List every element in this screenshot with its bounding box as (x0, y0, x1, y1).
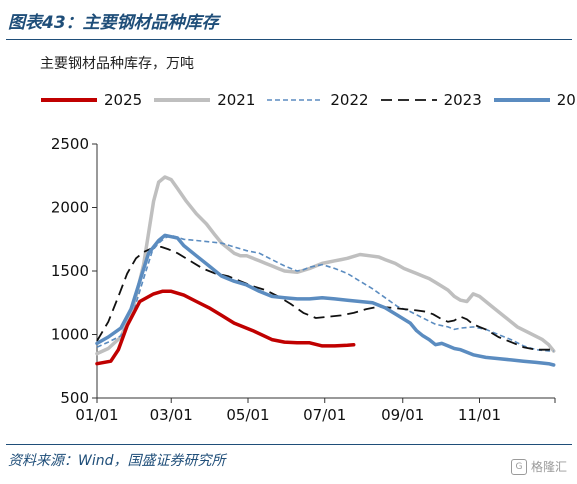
y-tick-label: 1000 (51, 326, 89, 344)
legend-swatch-2021 (154, 98, 211, 102)
figure-title: 图表43：主要钢材品种库存 (8, 13, 219, 33)
x-tick-label: 03/01 (150, 406, 193, 424)
legend-item-2023: 2023 (380, 91, 482, 109)
title-divider (6, 39, 572, 40)
legend-label-2023: 2023 (443, 91, 482, 109)
source-note: 资料来源：Wind，国盛证券研究所 (8, 453, 226, 469)
x-tick-label: 05/01 (226, 406, 269, 424)
series-line-2023 (96, 245, 554, 351)
watermark-logo-icon: G (510, 458, 527, 475)
series-line-2021 (95, 175, 556, 356)
legend-swatch-2022 (267, 99, 324, 101)
legend-swatch-2023 (380, 99, 437, 101)
chart-subtitle: 主要钢材品种库存，万吨 (40, 56, 194, 72)
x-tick-label: 07/01 (303, 406, 346, 424)
series-layer (95, 175, 556, 367)
chart-legend: 2025 2021 2022 2023 2024 (40, 90, 577, 110)
series-line-2022 (96, 234, 554, 352)
source-divider (6, 444, 572, 445)
legend-item-2021: 2021 (153, 91, 255, 109)
legend-item-2025: 2025 (40, 91, 142, 109)
legend-item-2024: 2024 (493, 91, 577, 109)
series-line-2025 (95, 289, 356, 366)
legend-item-2022: 2022 (266, 91, 369, 109)
watermark-text: 格隆汇 (530, 460, 567, 474)
y-tick-label: 2000 (51, 199, 89, 217)
legend-label-2022: 2022 (330, 91, 369, 109)
legend-label-2021: 2021 (217, 91, 256, 109)
x-tick-label: 01/01 (75, 406, 118, 424)
y-tick-label: 500 (60, 389, 89, 407)
legend-swatch-2025 (41, 98, 97, 102)
x-tick-label: 11/01 (458, 406, 501, 424)
y-tick-label: 2500 (51, 135, 89, 153)
legend-label-2025: 2025 (104, 91, 143, 109)
legend-label-2024: 2024 (556, 91, 577, 109)
watermark: G 格隆汇 (510, 458, 567, 475)
x-tick-label: 09/01 (381, 406, 424, 424)
legend-swatch-2024 (493, 98, 550, 102)
axes-layer: 500 1000 1500 2000 2500 01/01 03/01 05/01 07/01 0… (51, 135, 556, 424)
series-line-2024 (95, 233, 556, 367)
y-tick-label: 1500 (51, 262, 89, 280)
